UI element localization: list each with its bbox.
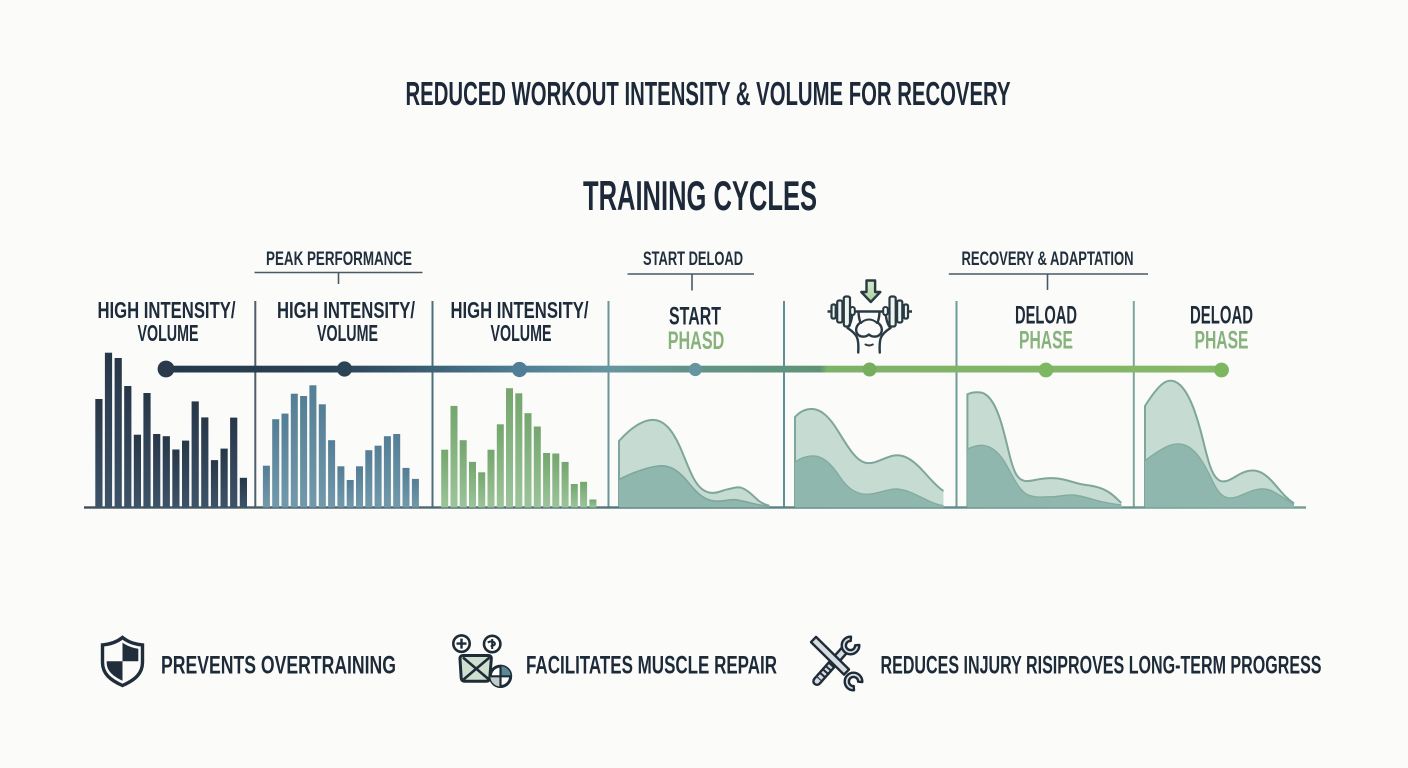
svg-text:HIGH INTENSITY/: HIGH INTENSITY/ bbox=[451, 297, 589, 323]
svg-text:PEAK PERFORMANCE: PEAK PERFORMANCE bbox=[266, 248, 412, 270]
svg-text:TRAINING CYCLES: TRAINING CYCLES bbox=[583, 172, 817, 219]
svg-text:START DELOAD: START DELOAD bbox=[643, 248, 743, 270]
svg-text:PREVENTS OVERTRAINING: PREVENTS OVERTRAINING bbox=[161, 653, 396, 680]
svg-text:DELOAD: DELOAD bbox=[1015, 302, 1077, 330]
svg-text:PHASE: PHASE bbox=[1019, 327, 1073, 355]
svg-text:RECOVERY & ADAPTATION: RECOVERY & ADAPTATION bbox=[962, 248, 1134, 270]
svg-text:HIGH INTENSITY/: HIGH INTENSITY/ bbox=[277, 297, 415, 323]
svg-text:VOLUME: VOLUME bbox=[491, 320, 552, 346]
svg-text:FACILITATES MUSCLE REPAIR: FACILITATES MUSCLE REPAIR bbox=[526, 653, 777, 680]
svg-text:PHASD: PHASD bbox=[668, 327, 725, 355]
svg-text:VOLUME: VOLUME bbox=[138, 320, 199, 346]
svg-text:HIGH INTENSITY/: HIGH INTENSITY/ bbox=[98, 297, 236, 323]
svg-text:VOLUME: VOLUME bbox=[317, 320, 378, 346]
svg-text:REDUCES INJURY RISIPROVES LONG: REDUCES INJURY RISIPROVES LONG-TERM PROG… bbox=[881, 653, 1322, 680]
svg-text:START: START bbox=[669, 303, 721, 331]
svg-text:REDUCED WORKOUT INTENSITY & VO: REDUCED WORKOUT INTENSITY & VOLUME FOR R… bbox=[406, 75, 1011, 112]
svg-text:DELOAD: DELOAD bbox=[1190, 302, 1253, 330]
svg-text:PHASE: PHASE bbox=[1195, 327, 1249, 355]
